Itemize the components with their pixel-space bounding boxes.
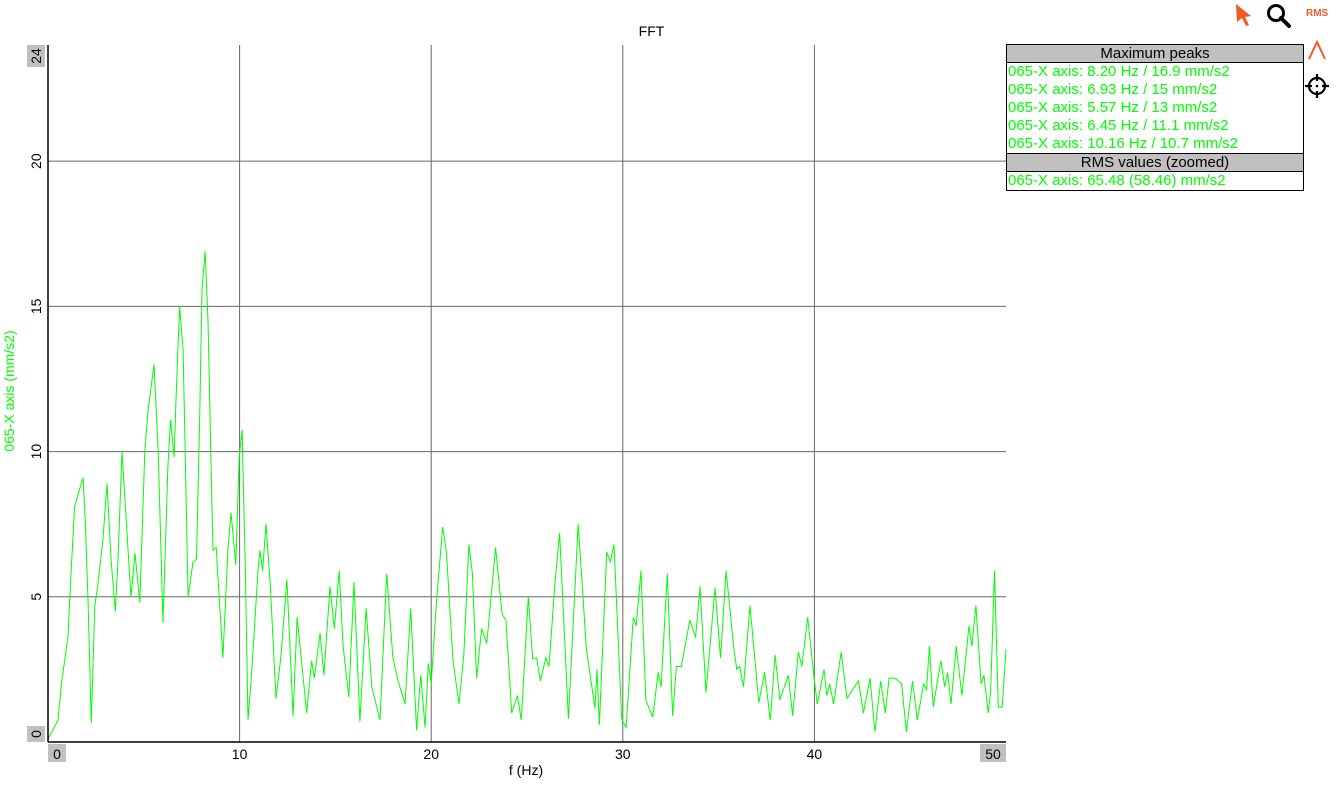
rms-header: RMS values (zoomed) — [1007, 154, 1303, 172]
y-tick-label: 0 — [28, 730, 44, 738]
y-tick-label: 15 — [28, 298, 44, 314]
x-tick-label: 0 — [53, 746, 61, 762]
zoom-icon[interactable] — [1265, 2, 1293, 28]
chart-title: FFT — [638, 23, 665, 39]
peak-row: 065-X axis: 5.57 Hz / 13 mm/s2 — [1008, 99, 1218, 116]
pointer-icon[interactable] — [1234, 2, 1254, 28]
series-line — [47, 251, 1007, 740]
peak-row: 065-X axis: 6.93 Hz / 15 mm/s2 — [1008, 81, 1218, 98]
grid — [48, 45, 1006, 742]
axes — [47, 45, 1006, 743]
x-tick-label: 50 — [985, 746, 1001, 762]
rms-panel: RMS values (zoomed) 065-X axis: 65.48 (5… — [1006, 153, 1304, 191]
x-tick-label: 40 — [807, 746, 823, 762]
y-tick-label: 20 — [28, 153, 44, 169]
y-axis-label: 065-X axis (mm/s2) — [1, 330, 17, 451]
peak-row: 065-X axis: 6.45 Hz / 11.1 mm/s2 — [1008, 117, 1229, 134]
y-tick-label: 24 — [28, 48, 44, 64]
peak-row: 065-X axis: 8.20 Hz / 16.9 mm/s2 — [1008, 63, 1230, 80]
x-tick-label: 30 — [615, 746, 631, 762]
y-tick-label: 10 — [28, 444, 44, 460]
y-tick-bg — [27, 726, 45, 742]
rms-button[interactable]: RMS — [1306, 8, 1329, 19]
tick-labels: 0 10 20 30 40 50 0 5 10 15 20 24 — [27, 45, 1006, 762]
peak-icon[interactable] — [1306, 38, 1330, 62]
x-tick-label: 10 — [232, 746, 248, 762]
max-peaks-header: Maximum peaks — [1007, 45, 1303, 63]
y-tick-bg — [27, 45, 45, 67]
x-axis-label: f (Hz) — [509, 762, 543, 778]
y-tick-label: 5 — [28, 593, 44, 601]
x-tick-bg — [48, 744, 66, 762]
max-peaks-panel: Maximum peaks 065-X axis: 8.20 Hz / 16.9… — [1006, 44, 1304, 154]
crosshair-icon[interactable] — [1304, 73, 1330, 99]
peak-row: 065-X axis: 10.16 Hz / 10.7 mm/s2 — [1008, 135, 1239, 152]
x-tick-label: 20 — [423, 746, 439, 762]
x-tick-bg — [980, 744, 1006, 762]
rms-row: 065-X axis: 65.48 (58.46) mm/s2 — [1008, 172, 1226, 189]
